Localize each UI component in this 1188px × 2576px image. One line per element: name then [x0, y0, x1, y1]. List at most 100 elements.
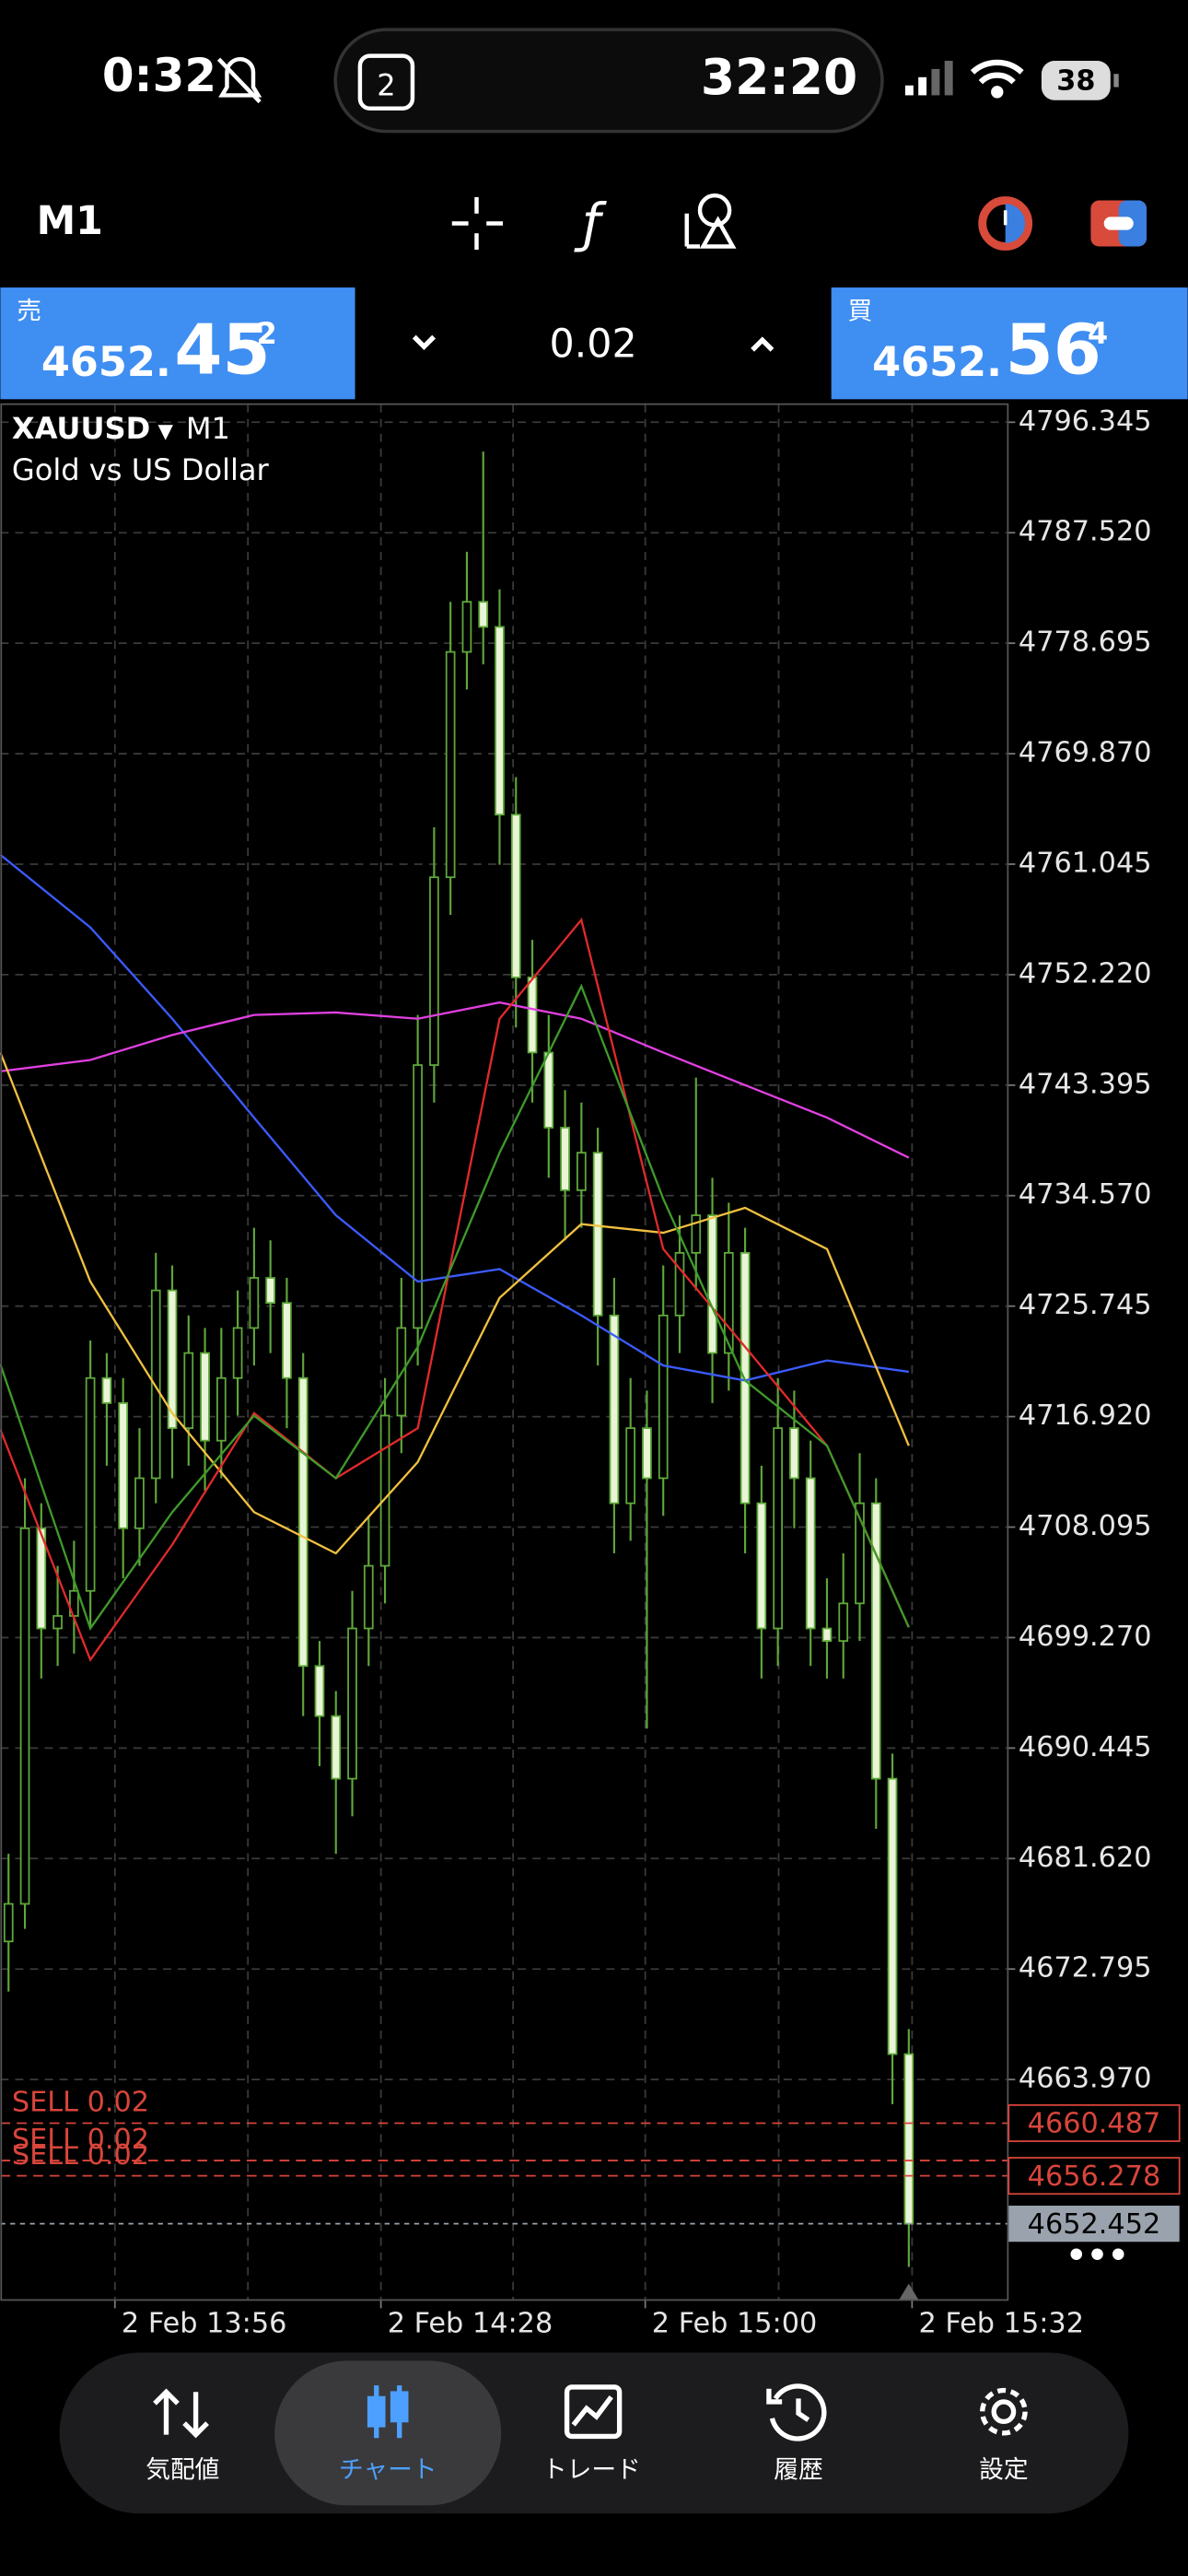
candle-body: [36, 1527, 47, 1630]
candle-body: [101, 1376, 112, 1404]
history-icon: [766, 2383, 827, 2441]
tab-bar: [59, 2352, 1129, 2514]
candle-body: [789, 1427, 799, 1480]
candle-body: [543, 1051, 554, 1129]
candle-body: [658, 1314, 669, 1480]
bell-off-icon: [216, 57, 262, 104]
active-tab-highlight: [274, 2360, 502, 2506]
candle-body: [870, 1502, 881, 1780]
calendar-icon: [357, 53, 415, 111]
tab-label[interactable]: トレード: [542, 2455, 641, 2484]
y-tick-label: 4699.270: [1019, 1621, 1152, 1653]
signal-icon: [904, 60, 953, 96]
candle-body: [118, 1402, 129, 1529]
sell-button[interactable]: [0, 287, 355, 400]
candle-body: [265, 1277, 275, 1305]
y-tick-label: 4769.870: [1019, 737, 1152, 769]
y-tick-label: 4708.095: [1019, 1510, 1152, 1542]
candle-body: [527, 977, 538, 1054]
candle-body: [3, 1903, 14, 1943]
y-tick-label: 4743.395: [1019, 1068, 1152, 1100]
candle-body: [363, 1564, 374, 1630]
last-bar-marker: [899, 2283, 919, 2301]
bid-price-box: [1008, 2206, 1180, 2242]
candle-body: [674, 1251, 685, 1317]
one-click-button[interactable]: [978, 196, 1033, 251]
candle-body: [855, 1502, 865, 1605]
candle-body: [609, 1314, 620, 1505]
order-price-label: 4656.278: [1028, 2160, 1161, 2193]
symbol: XAUUSD: [12, 411, 150, 446]
order-price-box: [1007, 2103, 1181, 2142]
candle-body: [691, 1214, 702, 1254]
x-tick-label: 2 Feb 14:28: [388, 2308, 553, 2340]
order-label: SELL 0.02: [12, 2124, 149, 2156]
candle-body: [347, 1627, 357, 1780]
candle-body: [249, 1277, 260, 1329]
battery-tip: [1113, 74, 1119, 88]
live-activity[interactable]: [333, 28, 884, 134]
moving-average: [0, 1001, 910, 1159]
candle-body: [445, 650, 456, 879]
candle-body: [52, 1615, 63, 1630]
tab-label[interactable]: 設定: [979, 2455, 1028, 2484]
candle-body: [887, 1777, 898, 2055]
candle-body: [183, 1352, 194, 1429]
candle-body: [167, 1289, 178, 1429]
y-tick-label: 4681.620: [1019, 1842, 1152, 1874]
y-tick-label: 4690.445: [1019, 1731, 1152, 1763]
chart[interactable]: [0, 404, 1016, 2309]
order-price-label: 4660.487: [1028, 2108, 1161, 2140]
y-tick-label: 4716.920: [1019, 1399, 1152, 1432]
candle-body: [215, 1376, 227, 1442]
tab-label[interactable]: 履歴: [774, 2455, 822, 2484]
tab-label[interactable]: 気配値: [146, 2455, 219, 2484]
buy-price-prefix: 4652.: [872, 338, 1002, 386]
symbol-dropdown[interactable]: ▼: [158, 420, 174, 443]
y-tick-label: 4725.745: [1019, 1289, 1152, 1321]
x-tick-label: 2 Feb 15:32: [919, 2308, 1084, 2340]
tab-label[interactable]: チャート: [339, 2455, 437, 2484]
y-tick-label: 4787.520: [1019, 516, 1152, 548]
candle-body: [461, 601, 472, 653]
x-tick-label: 2 Feb 13:56: [122, 2308, 287, 2340]
sell-label: 売: [17, 297, 41, 325]
wifi-icon: [970, 59, 1024, 99]
candle-body: [314, 1665, 325, 1717]
candle-body: [150, 1289, 161, 1480]
volume-down[interactable]: [412, 334, 437, 351]
moving-average: [0, 983, 910, 1631]
candle-body: [282, 1302, 292, 1379]
trade-icon: [564, 2384, 623, 2440]
candle-body: [379, 1414, 390, 1567]
timer: 32:20: [701, 48, 857, 106]
volume-up[interactable]: [751, 336, 775, 352]
calendar-day: 2: [377, 68, 395, 103]
chart-title: Gold vs US Dollar: [12, 452, 270, 487]
clock: 0:32: [102, 49, 216, 102]
candle-body: [756, 1502, 767, 1630]
volume[interactable]: 0.02: [549, 322, 636, 368]
crosshair-button[interactable]: [451, 196, 504, 251]
candle-body: [577, 1152, 587, 1191]
chart-timeframe: M1: [186, 411, 230, 446]
moving-average: [0, 917, 910, 1662]
more-button[interactable]: •••: [1066, 2237, 1128, 2275]
order-label: SELL 0.02: [12, 2139, 149, 2172]
candle-body: [297, 1376, 309, 1668]
candle-body: [134, 1477, 145, 1529]
bid-price-label: 4652.452: [1028, 2208, 1161, 2241]
objects-button[interactable]: [684, 193, 737, 249]
candle-body: [625, 1427, 636, 1505]
chart-icon: [367, 2385, 409, 2439]
candle-body: [478, 601, 489, 628]
quotes-icon: [153, 2388, 209, 2439]
order-label: SELL 0.02: [12, 2087, 149, 2119]
candle-body: [429, 876, 439, 1066]
y-tick-label: 4796.345: [1019, 405, 1152, 438]
candle-body: [510, 814, 521, 978]
timeframe-button[interactable]: M1: [37, 198, 103, 244]
trade-mode-button[interactable]: [1090, 200, 1147, 247]
buy-button[interactable]: [831, 287, 1188, 400]
